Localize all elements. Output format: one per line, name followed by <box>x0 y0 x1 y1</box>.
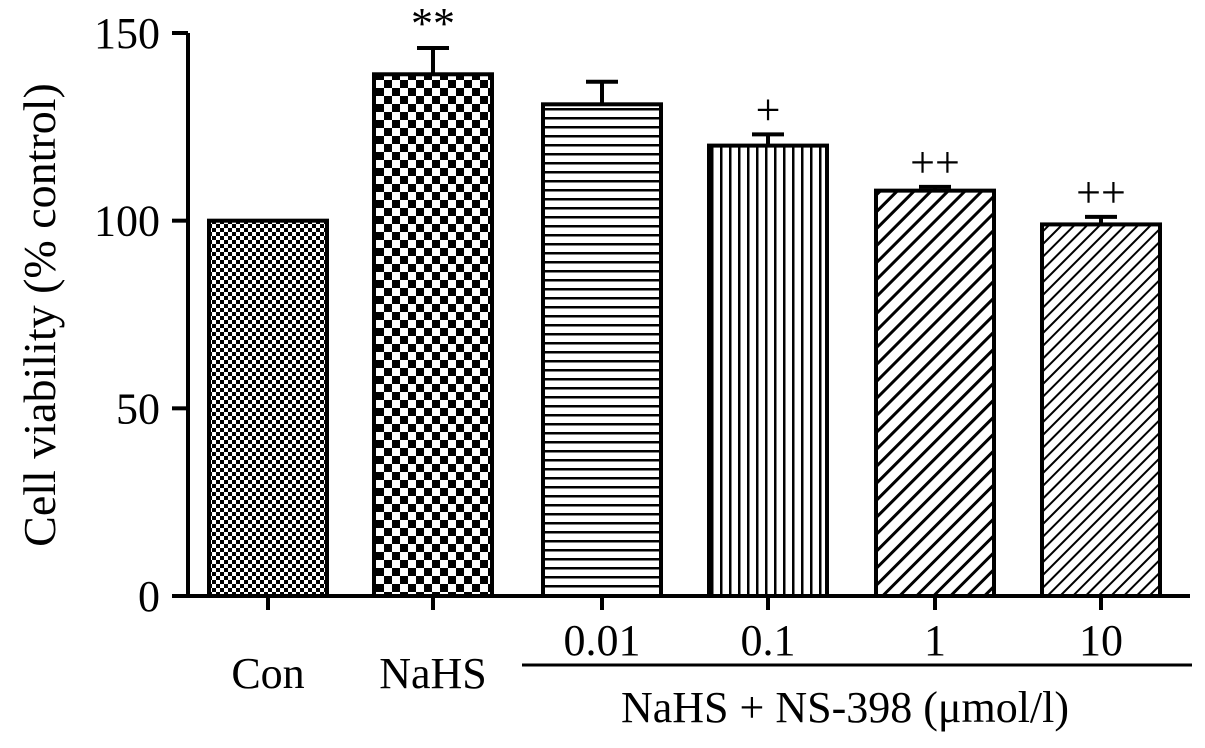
y-axis-label: Cell viability (% control) <box>14 83 65 547</box>
bars: **+++++ <box>207 0 1162 599</box>
y-tick-label: 50 <box>116 384 160 433</box>
x-tick-labels: Con NaHS 0.01 0.1 1 10 <box>231 596 1123 698</box>
significance-marker: ** <box>411 0 455 48</box>
x-tick-label: 10 <box>1079 616 1123 665</box>
y-ticks: 0 50 100 150 <box>94 9 188 621</box>
significance-marker: ++ <box>1076 168 1126 217</box>
significance-marker: ++ <box>910 138 960 187</box>
x-tick-label: 0.1 <box>741 616 796 665</box>
bar-0.1 <box>707 143 829 598</box>
x-tick-label: 0.01 <box>564 616 641 665</box>
x-tick-label: 1 <box>924 616 946 665</box>
bar-1 <box>874 188 996 598</box>
y-tick-label: 0 <box>138 572 160 621</box>
y-tick-label: 150 <box>94 9 160 58</box>
group-label: NaHS + NS-398 (μmol/l) <box>621 683 1069 732</box>
x-tick-label: Con <box>231 649 304 698</box>
bar-0.01 <box>541 102 663 599</box>
y-tick-label: 100 <box>94 197 160 246</box>
bar-10 <box>1040 222 1162 598</box>
significance-marker: + <box>756 85 781 134</box>
bar-Con <box>207 218 329 599</box>
bar-NaHS <box>372 72 494 598</box>
x-tick-label: NaHS <box>379 649 487 698</box>
